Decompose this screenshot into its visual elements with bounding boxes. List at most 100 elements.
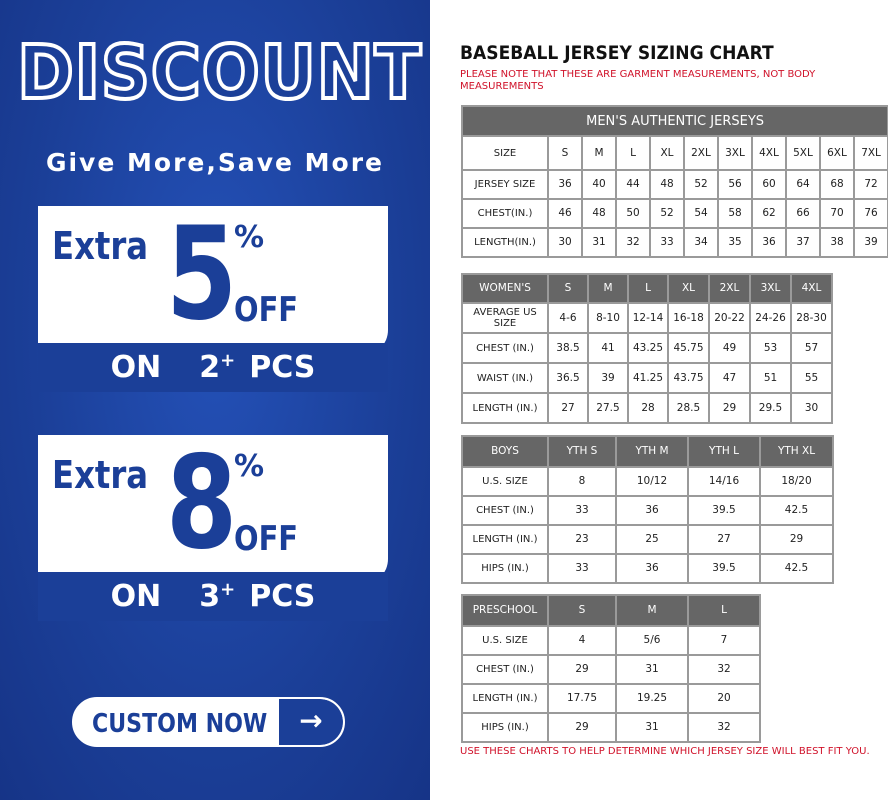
- table-cell: 60: [751, 169, 787, 200]
- table-cell: 72: [852, 169, 888, 200]
- table-cell: 38.5: [547, 332, 589, 364]
- offer-extra: Extra: [52, 224, 149, 268]
- table-cell: 62: [751, 198, 787, 229]
- header-cell: 5XL: [785, 135, 821, 171]
- row-label: CHEST(IN.): [461, 198, 549, 229]
- offer-value: 5: [166, 200, 238, 349]
- table-cell: 20: [687, 683, 761, 714]
- header-cell: WOMEN'S: [461, 273, 549, 304]
- row-label: LENGTH (IN.): [461, 524, 549, 555]
- offer-card-2: Extra 8 % OFF ON 3+ PCS: [38, 429, 388, 621]
- table-row: LENGTH (IN.) 23 25 27 29: [461, 524, 834, 555]
- table-cell: 70: [819, 198, 855, 229]
- table-cell: 7: [687, 625, 761, 656]
- arrow-right-icon: →: [279, 699, 343, 745]
- offer-qty: 2+: [199, 350, 236, 385]
- table-cell: 30: [547, 227, 583, 258]
- promo-title: DISCOUNT: [15, 28, 423, 118]
- row-label: HIPS (IN.): [461, 712, 549, 743]
- table-row: CHEST (IN.) 33 36 39.5 42.5: [461, 495, 834, 526]
- row-label: U.S. SIZE: [461, 466, 549, 497]
- table-cell: 27: [687, 524, 761, 555]
- table-cell: 39.5: [687, 553, 761, 584]
- sizing-footer: USE THESE CHARTS TO HELP DETERMINE WHICH…: [460, 746, 870, 757]
- table-cell: 66: [785, 198, 821, 229]
- table-cell: 41.25: [627, 362, 669, 394]
- row-label: U.S. SIZE: [461, 625, 549, 656]
- table-cell: 8: [547, 466, 617, 497]
- table-row: AVERAGE US SIZE 4-6 8-10 12-14 16-18 20-22 24-…: [461, 302, 833, 334]
- header-cell: SIZE: [461, 135, 549, 171]
- header-cell: 4XL: [790, 273, 833, 304]
- table-cell: 55: [790, 362, 833, 394]
- header-cell: 2XL: [683, 135, 719, 171]
- row-label: JERSEY SIZE: [461, 169, 549, 200]
- table-cell: 43.25: [627, 332, 669, 364]
- table-cell: 31: [581, 227, 617, 258]
- table-cell: 34: [683, 227, 719, 258]
- table-cell: 29: [708, 392, 751, 424]
- offer-off: OFF: [234, 519, 299, 559]
- table-cell: 28-30: [790, 302, 833, 334]
- promo-subtitle: Give More,Save More: [45, 148, 385, 177]
- offer-value: 8: [166, 429, 238, 578]
- table-cell: 53: [749, 332, 792, 364]
- offer-card-1: Extra 5 % OFF ON 2+ PCS: [38, 200, 388, 392]
- header-cell: 4XL: [751, 135, 787, 171]
- table-row: LENGTH (IN.) 17.75 19.25 20: [461, 683, 761, 714]
- header-cell: YTH L: [687, 435, 761, 468]
- table-cell: 17.75: [547, 683, 617, 714]
- table-cell: 18/20: [759, 466, 834, 497]
- table-row: HIPS (IN.) 33 36 39.5 42.5: [461, 553, 834, 584]
- table-cell: 47: [708, 362, 751, 394]
- custom-now-button[interactable]: CUSTOM NOW →: [72, 697, 345, 747]
- offer-pcs: PCS: [249, 350, 316, 385]
- table-cell: 48: [649, 169, 685, 200]
- table-header-row: BOYS YTH S YTH M YTH L YTH XL: [461, 435, 834, 468]
- custom-now-label: CUSTOM NOW: [92, 709, 268, 739]
- header-cell: YTH M: [615, 435, 689, 468]
- table-cell: 31: [615, 654, 689, 685]
- table-cell: 52: [683, 169, 719, 200]
- table-row: LENGTH(IN.) 30 31 32 33 34 35 36 37 38 39: [461, 227, 888, 258]
- table-cell: 23: [547, 524, 617, 555]
- table-cell: 46: [547, 198, 583, 229]
- row-label: LENGTH (IN.): [461, 392, 549, 424]
- table-row: WAIST (IN.) 36.5 39 41.25 43.75 47 51 55: [461, 362, 833, 394]
- table-cell: 58: [717, 198, 753, 229]
- table-cell: 45.75: [667, 332, 710, 364]
- table-row: HIPS (IN.) 29 31 32: [461, 712, 761, 743]
- header-cell: 6XL: [819, 135, 855, 171]
- header-cell: XL: [667, 273, 710, 304]
- row-label: WAIST (IN.): [461, 362, 549, 394]
- offer-quantity: ON 3+ PCS: [38, 572, 388, 621]
- table-cell: 12-14: [627, 302, 669, 334]
- row-label: CHEST (IN.): [461, 332, 549, 364]
- sizing-chart-title: BASEBALL JERSEY SIZING CHART: [460, 42, 774, 64]
- header-cell: L: [615, 135, 651, 171]
- table-cell: 54: [683, 198, 719, 229]
- table-cell: 8-10: [587, 302, 629, 334]
- table-cell: 68: [819, 169, 855, 200]
- table-cell: 29: [547, 654, 617, 685]
- table-cell: 43.75: [667, 362, 710, 394]
- table-cell: 56: [717, 169, 753, 200]
- table-row: CHEST (IN.) 38.5 41 43.25 45.75 49 53 57: [461, 332, 833, 364]
- table-cell: 36: [751, 227, 787, 258]
- header-cell: 3XL: [749, 273, 792, 304]
- table-cell: 64: [785, 169, 821, 200]
- table-cell: 36.5: [547, 362, 589, 394]
- header-cell: 2XL: [708, 273, 751, 304]
- table-cell: 36: [547, 169, 583, 200]
- header-cell: S: [547, 273, 589, 304]
- table-row: U.S. SIZE 4 5/6 7: [461, 625, 761, 656]
- table-cell: 32: [687, 654, 761, 685]
- table-cell: 38: [819, 227, 855, 258]
- table-cell: 29: [547, 712, 617, 743]
- table-cell: 32: [615, 227, 651, 258]
- table-cell: 5/6: [615, 625, 689, 656]
- table-cell: 25: [615, 524, 689, 555]
- table-row: CHEST (IN.) 29 31 32: [461, 654, 761, 685]
- row-label: LENGTH (IN.): [461, 683, 549, 714]
- table-cell: 35: [717, 227, 753, 258]
